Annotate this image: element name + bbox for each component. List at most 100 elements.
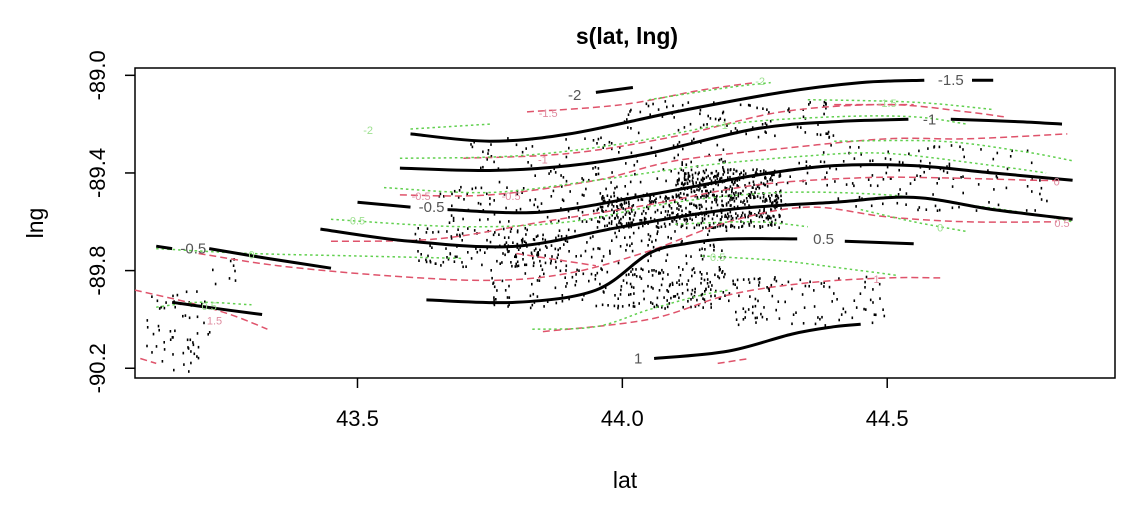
data-point: [670, 237, 672, 240]
data-point: [487, 152, 489, 155]
data-point: [942, 169, 945, 173]
data-point: [560, 174, 562, 177]
data-point: [493, 160, 495, 164]
data-point: [646, 205, 648, 209]
data-point: [615, 235, 618, 239]
data-point: [934, 204, 937, 208]
data-point: [176, 293, 179, 297]
data-point: [736, 179, 739, 182]
data-point: [707, 174, 709, 178]
data-point: [536, 279, 539, 282]
data-point: [722, 160, 724, 164]
data-point: [834, 180, 836, 183]
data-point: [561, 299, 564, 303]
data-point: [169, 338, 172, 341]
data-point: [640, 219, 643, 222]
data-point: [617, 306, 619, 310]
data-point: [653, 269, 655, 272]
data-point: [629, 235, 631, 239]
data-point: [434, 262, 437, 265]
data-point: [574, 283, 577, 287]
data-point: [908, 152, 910, 156]
data-point: [905, 192, 908, 195]
data-point: [730, 218, 733, 222]
data-point: [417, 227, 419, 230]
data-point: [625, 211, 628, 214]
data-point: [749, 295, 751, 298]
data-point: [975, 209, 978, 212]
data-point: [796, 125, 799, 129]
data-point: [771, 179, 774, 182]
data-point: [596, 226, 599, 229]
data-point: [606, 270, 609, 274]
data-point: [838, 277, 840, 280]
data-point: [749, 195, 751, 199]
data-point: [699, 187, 701, 190]
data-point: [689, 211, 692, 214]
data-point: [819, 160, 822, 163]
data-point: [671, 283, 674, 286]
data-point: [541, 268, 544, 271]
data-point: [599, 192, 602, 195]
data-point: [597, 207, 599, 211]
data-point: [539, 248, 541, 252]
data-point: [678, 266, 680, 269]
data-point: [1025, 209, 1028, 212]
data-point: [617, 216, 619, 219]
data-point: [624, 185, 626, 188]
data-point: [611, 239, 613, 242]
data-point: [735, 216, 738, 220]
data-point: [736, 184, 738, 187]
data-point: [686, 288, 689, 292]
data-point: [732, 196, 735, 200]
contour-label: -0.5: [412, 191, 431, 203]
data-point: [603, 144, 606, 147]
data-point: [538, 279, 541, 282]
contour-estimate: [171, 300, 263, 316]
data-point: [586, 241, 588, 244]
data-point: [724, 186, 726, 190]
data-point: [601, 209, 603, 213]
data-point: [640, 267, 642, 271]
data-point: [521, 191, 523, 194]
data-point: [778, 317, 781, 320]
data-point: [431, 246, 433, 249]
data-point: [824, 324, 827, 327]
data-point: [729, 168, 732, 172]
data-point: [791, 322, 793, 326]
data-point: [756, 168, 758, 171]
contour-label: 0.5: [710, 252, 725, 264]
data-point: [557, 253, 559, 257]
data-point: [158, 307, 161, 310]
data-point: [766, 216, 769, 219]
data-point: [768, 216, 771, 220]
data-point: [716, 177, 719, 180]
data-point: [742, 278, 745, 281]
data-point: [779, 174, 782, 177]
data-point: [734, 127, 737, 130]
data-point: [851, 316, 854, 320]
data-point: [690, 298, 692, 301]
data-point: [196, 315, 199, 319]
data-point: [711, 226, 714, 229]
data-point: [620, 217, 622, 221]
data-point: [753, 196, 755, 200]
data-point: [886, 165, 889, 169]
data-point: [905, 203, 907, 206]
data-point: [535, 247, 537, 251]
data-point: [683, 218, 685, 221]
data-point: [696, 188, 698, 192]
data-point: [470, 257, 473, 260]
data-point: [642, 289, 645, 293]
data-point: [724, 215, 726, 218]
data-point: [702, 179, 704, 183]
data-point: [537, 234, 539, 238]
data-point: [187, 347, 190, 350]
data-point: [196, 332, 199, 335]
data-point: [565, 269, 567, 272]
data-point: [619, 221, 622, 225]
data-point: [672, 196, 674, 199]
data-point: [157, 324, 160, 328]
data-point: [816, 133, 819, 136]
data-point: [721, 271, 723, 274]
